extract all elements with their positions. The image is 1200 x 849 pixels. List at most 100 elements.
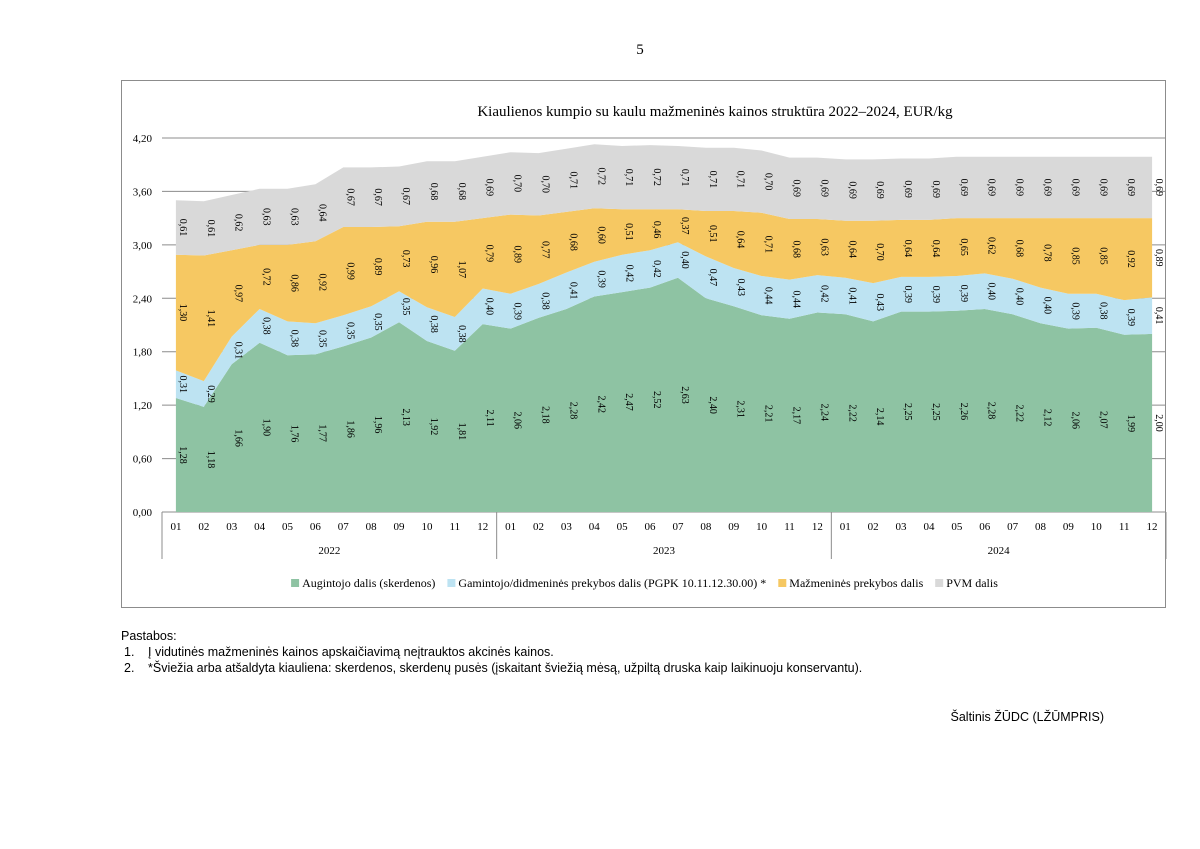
data-label: 1,81 — [456, 423, 467, 441]
data-label: 0,89 — [512, 245, 523, 263]
month-tick-label: 05 — [617, 521, 629, 533]
legend-swatch — [778, 579, 787, 587]
data-label: 0,92 — [1125, 250, 1136, 268]
data-label: 0,68 — [567, 233, 578, 251]
data-label: 0,97 — [233, 285, 244, 303]
data-label: 0,51 — [623, 223, 634, 241]
data-label: 2,06 — [512, 412, 523, 430]
data-label: 0,89 — [1153, 249, 1164, 266]
data-label: 0,38 — [289, 330, 300, 348]
area-series-1 — [175, 277, 1153, 512]
legend-item-1: Augintojo dalis (skerdenos) — [291, 576, 435, 590]
y-tick-label: 0,00 — [133, 507, 153, 519]
data-label: 0,71 — [623, 169, 634, 187]
y-tick-label: 3,00 — [133, 240, 153, 252]
year-tick-label: 2022 — [318, 545, 340, 557]
data-label: 0,40 — [484, 298, 495, 316]
note-item-2: 2. *Šviežia arba atšaldyta kiauliena: ske… — [121, 660, 862, 676]
data-label: 0,71 — [567, 172, 578, 190]
data-label: 0,40 — [679, 251, 690, 269]
data-label: 1,76 — [288, 425, 299, 443]
data-label: 1,66 — [233, 429, 244, 447]
data-label: 0,72 — [651, 168, 662, 186]
data-label: 0,31 — [177, 375, 188, 393]
note-text: *Šviežia arba atšaldyta kiauliena: skerd… — [148, 661, 863, 675]
data-label: 2,47 — [623, 393, 634, 411]
data-label: 0,35 — [344, 322, 355, 340]
data-label: 0,69 — [874, 181, 885, 199]
data-label: 2,22 — [1014, 404, 1025, 422]
data-label: 2,22 — [846, 404, 857, 422]
data-label: 0,92 — [316, 274, 327, 292]
data-label: 0,38 — [428, 315, 439, 333]
data-label: 0,39 — [595, 270, 606, 288]
data-label: 0,39 — [958, 285, 969, 303]
month-tick-label: 12 — [812, 521, 823, 533]
data-label: 0,71 — [735, 171, 746, 189]
data-label: 2,63 — [679, 386, 690, 404]
data-label: 2,17 — [791, 407, 802, 425]
data-label: 0,78 — [1042, 244, 1053, 262]
data-label: 0,68 — [1014, 240, 1025, 258]
data-label: 0,69 — [1014, 179, 1025, 197]
data-label: 0,71 — [707, 171, 718, 189]
month-tick-label: 03 — [226, 521, 238, 533]
month-tick-label: 11 — [1119, 521, 1130, 533]
data-label: 0,29 — [205, 385, 216, 403]
data-label: 0,69 — [790, 180, 801, 198]
area-series-3 — [175, 208, 1153, 382]
data-label: 0,72 — [595, 168, 606, 186]
data-label: 0,39 — [902, 286, 913, 304]
data-label: 0,38 — [456, 325, 467, 343]
year-tick-label: 2024 — [988, 545, 1011, 557]
note-text: Į vidutinės mažmeninės kainos apskaičiav… — [148, 645, 554, 659]
data-label: 0,37 — [679, 217, 690, 235]
data-label: 0,35 — [316, 330, 327, 348]
data-label: 0,39 — [1069, 302, 1080, 320]
data-label: 0,63 — [261, 208, 272, 226]
month-tick-label: 12 — [1147, 521, 1158, 533]
data-label: 1,92 — [428, 418, 439, 436]
month-tick-label: 08 — [700, 521, 712, 533]
data-label: 2,28 — [567, 402, 578, 420]
data-label: 0,63 — [288, 208, 299, 226]
data-label: 0,72 — [261, 268, 272, 286]
month-tick-label: 04 — [254, 521, 266, 533]
month-tick-label: 06 — [979, 521, 991, 533]
month-tick-label: 09 — [1063, 521, 1075, 533]
month-tick-label: 03 — [896, 521, 908, 533]
data-label: 2,26 — [958, 403, 969, 421]
y-tick-label: 1,80 — [133, 347, 153, 359]
y-tick-label: 4,20 — [133, 133, 153, 145]
data-label: 0,62 — [233, 214, 244, 232]
data-label: 0,35 — [400, 298, 411, 316]
data-label: 2,13 — [400, 408, 411, 426]
month-tick-label: 04 — [589, 521, 601, 533]
data-label: 0,68 — [790, 241, 801, 258]
data-label: 1,30 — [177, 304, 188, 322]
data-label: 0,63 — [818, 238, 829, 256]
note-number: 1. — [124, 645, 135, 659]
data-label: 0,47 — [707, 269, 718, 287]
data-label: 2,21 — [763, 405, 774, 423]
month-tick-label: 01 — [505, 521, 516, 533]
data-label: 0,41 — [567, 282, 578, 300]
data-label: 0,69 — [1125, 179, 1136, 197]
source-note: Šaltinis ŽŪDC (LŽŪMPRIS) — [950, 710, 1105, 724]
label-layer: 1,28 1,18 1,66 1,90 1,76 1,77 1,86 1,96 2,13 1,92… — [177, 168, 1164, 469]
data-label: 0,73 — [400, 250, 411, 267]
data-label: 1,07 — [456, 261, 467, 279]
data-label: 0,67 — [344, 188, 355, 206]
month-tick-label: 10 — [756, 521, 768, 533]
legend-swatch — [935, 579, 944, 587]
area-layer — [175, 144, 1153, 512]
data-label: 0,71 — [679, 169, 690, 187]
data-label: 0,44 — [763, 287, 774, 305]
data-label: 0,68 — [428, 183, 439, 201]
year-tick-label: 2023 — [653, 545, 676, 557]
data-label: 2,00 — [1153, 414, 1164, 432]
data-label: 0,64 — [902, 240, 913, 258]
data-label: 0,62 — [986, 237, 997, 255]
data-label: 0,69 — [902, 180, 913, 198]
data-label: 0,70 — [539, 176, 550, 194]
